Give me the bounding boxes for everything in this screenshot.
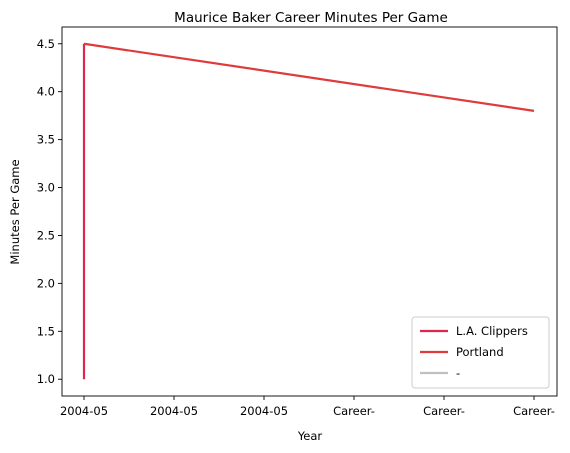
x-tick-label: 2004-05 [240, 404, 288, 418]
plot-area [61, 26, 558, 397]
chart-title: Maurice Baker Career Minutes Per Game [174, 10, 448, 26]
x-tick-label: 2004-05 [150, 404, 198, 418]
x-tick-label: Career- [423, 404, 465, 418]
legend-frame [411, 316, 550, 389]
series-lines [82, 42, 535, 380]
legend-label: L.A. Clippers [456, 324, 528, 338]
x-axis-label: Year [297, 429, 323, 443]
y-tick-label: 4.5 [37, 37, 55, 51]
legend-label: - [456, 366, 460, 380]
y-tick-label: 2.0 [37, 276, 55, 290]
x-tick-label: Career- [333, 404, 375, 418]
y-tick-label: 1.5 [37, 324, 55, 338]
legend: L.A. Clippers Portland - [411, 316, 550, 389]
y-tick-label: 3.0 [37, 181, 55, 195]
axes-frame [61, 26, 558, 397]
x-tick-label: Career- [513, 404, 555, 418]
y-tick-label: 3.5 [37, 133, 55, 147]
series-line-1 [83, 42, 535, 112]
y-tick-label: 2.5 [37, 228, 55, 242]
y-tick-label: 4.0 [37, 85, 55, 99]
x-axis: 2004-05 2004-05 2004-05 Career- Career- Caree… [60, 396, 555, 418]
y-axis: 1.0 1.5 2.0 2.5 3.0 3.5 4.0 4.5 [37, 37, 62, 386]
legend-label: Portland [456, 345, 504, 359]
y-axis-label: Minutes Per Game [8, 159, 22, 264]
y-tick-label: 1.0 [37, 372, 55, 386]
x-tick-label: 2004-05 [60, 404, 108, 418]
